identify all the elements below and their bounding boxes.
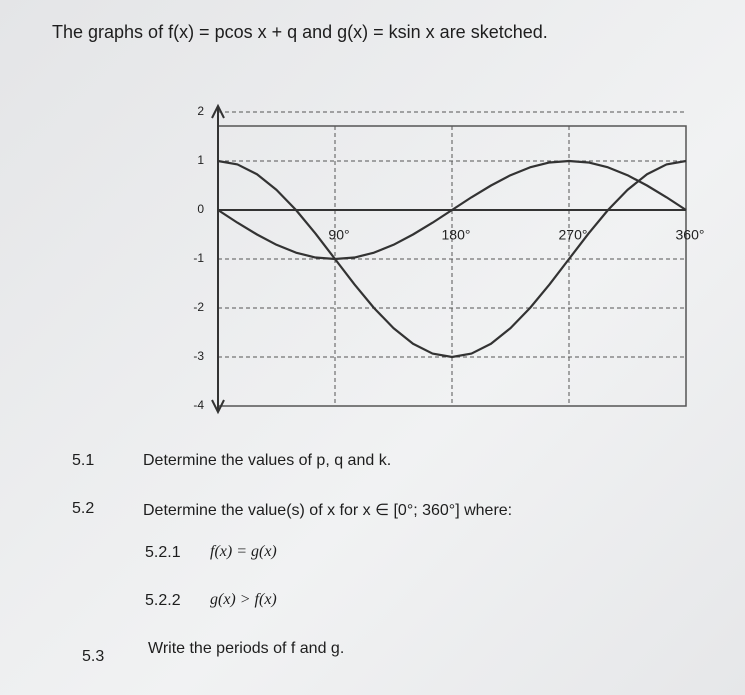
question-number: 5.1 [72,452,95,469]
axis-arrow [211,103,225,119]
y-tick-label: -3 [193,349,204,363]
y-tick-label: 1 [197,153,204,167]
x-tick-label: 90° [328,227,349,243]
question-text: Determine the values of p, q and k. [143,452,392,469]
part-number: 5.2.1 [145,544,181,561]
y-tick-label: 2 [197,104,204,118]
chart: 2 1 0 -1 -2 -3 -4 90° 180° 270° 360° [193,103,705,415]
part-number: 5.2.2 [145,592,181,609]
x-tick-label: 360° [676,227,705,243]
y-tick-label: 0 [197,202,204,216]
y-tick-label: -2 [193,300,204,314]
axis-arrow [211,399,225,415]
question-number: 5.3 [82,648,105,665]
question-number: 5.2 [72,500,95,517]
curve [217,159,687,261]
part-text: f(x) = g(x) [210,543,277,560]
y-tick-label: -4 [193,398,204,412]
x-tick-label: 270° [559,227,588,243]
title: The graphs of f(x) = pcos x + q and g(x)… [52,22,548,42]
part-text: g(x) > f(x) [210,591,277,608]
curve [217,159,687,359]
y-tick-label: -1 [193,251,204,265]
question-text: Write the periods of f and g. [148,640,345,657]
x-tick-label: 180° [442,227,471,243]
question-text: Determine the value(s) of x for x ∈ [0°;… [143,502,513,519]
